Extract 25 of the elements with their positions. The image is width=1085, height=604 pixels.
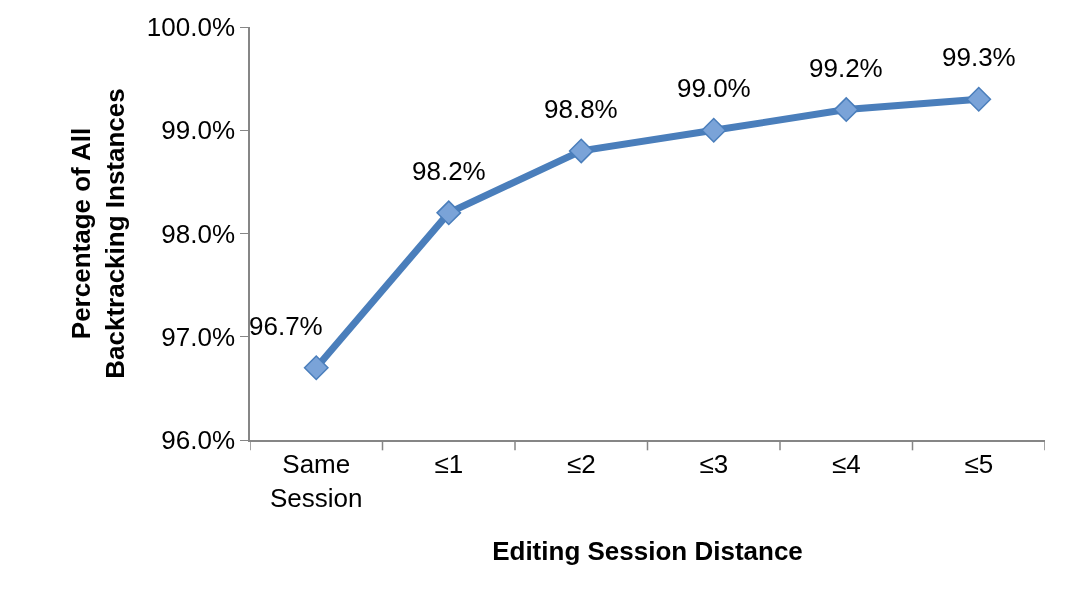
data-label: 98.2% — [412, 156, 486, 186]
x-tick-label: Same Session — [270, 448, 363, 513]
y-tick-label: 100.0% — [146, 12, 236, 43]
x-tick-label: ≤3 — [699, 448, 729, 479]
x-tick-label: ≤1 — [434, 448, 464, 479]
point — [701, 117, 727, 143]
y-tick-label: 97.0% — [161, 321, 236, 352]
data-label: 99.2% — [809, 53, 883, 83]
point — [303, 355, 329, 381]
x-axis-title: Editing Session Distance — [492, 535, 803, 566]
x-tick-label: ≤5 — [964, 448, 994, 479]
y-tick-label: 98.0% — [161, 218, 236, 249]
point — [966, 86, 992, 112]
x-tick-label: ≤2 — [566, 448, 596, 479]
point — [436, 200, 462, 226]
x-tick-label: ≤4 — [831, 448, 861, 479]
y-tick-label: 99.0% — [161, 115, 236, 146]
data-label: 96.7% — [249, 311, 323, 341]
data-label: 99.3% — [942, 42, 1016, 72]
y-tick-label: 96.0% — [161, 425, 236, 456]
y-axis-title: Percentage of All Backtracking Instances — [65, 88, 130, 379]
point — [833, 97, 859, 123]
point — [568, 138, 594, 164]
data-label: 98.8% — [544, 94, 618, 124]
data-label: 99.0% — [677, 73, 751, 103]
